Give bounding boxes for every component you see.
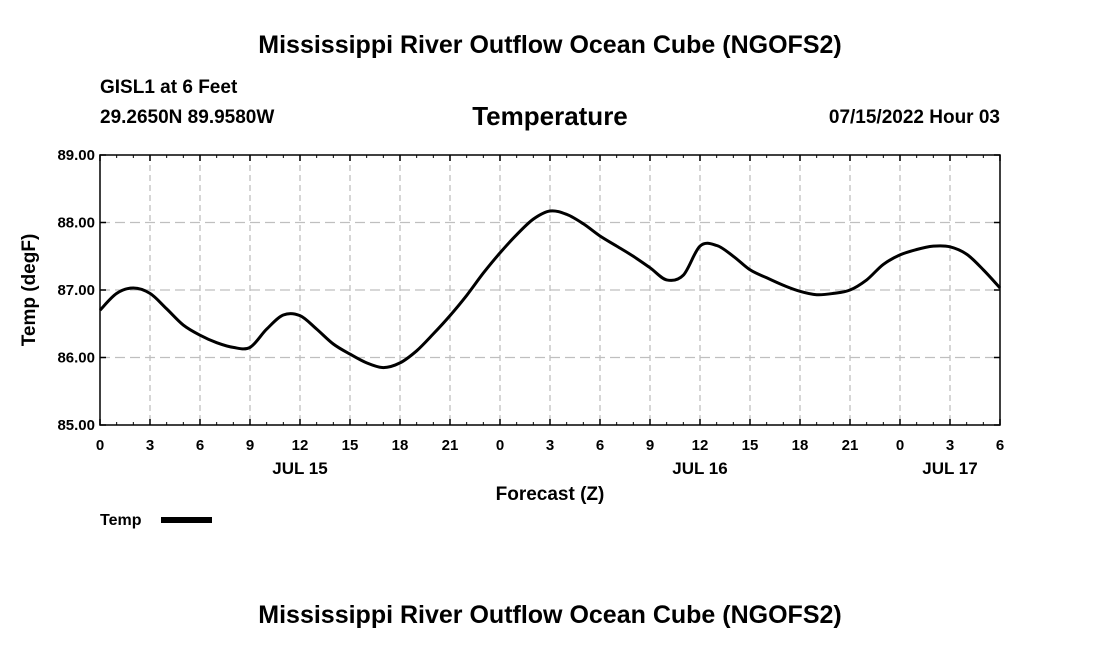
y-tick-label: 87.00	[57, 282, 95, 299]
forecast-timestamp: 07/15/2022 Hour 03	[828, 107, 1000, 128]
station-name: GISL1 at 6 Feet	[100, 77, 238, 98]
chart-title: Temperature	[472, 101, 628, 131]
legend-swatch	[161, 517, 212, 523]
x-tick-label: 15	[342, 437, 359, 454]
x-tick-label: 0	[496, 437, 504, 454]
x-tick-label: 0	[896, 437, 904, 454]
station-coordinates: 29.2650N 89.9580W	[100, 107, 275, 128]
x-tick-label: 3	[546, 437, 554, 454]
y-tick-label: 89.00	[57, 147, 95, 164]
x-tick-label: 15	[742, 437, 759, 454]
y-tick-label: 88.00	[57, 215, 95, 232]
plot-frame	[99, 154, 1001, 426]
x-tick-label: 0	[96, 437, 104, 454]
footer-title: Mississippi River Outflow Ocean Cube (NG…	[258, 601, 842, 629]
x-tick-label: 18	[392, 437, 409, 454]
series-layer	[98, 209, 1002, 370]
x-tick-label: 12	[292, 437, 309, 454]
y-tick-label: 85.00	[57, 417, 95, 434]
x-tick-label: 12	[692, 437, 709, 454]
x-tick-label: 3	[946, 437, 954, 454]
x-tick-label: 6	[196, 437, 204, 454]
x-tick-label: 6	[596, 437, 604, 454]
date-label: JUL 17	[922, 459, 977, 478]
x-tick-label: 9	[646, 437, 654, 454]
x-tick-label: 18	[792, 437, 809, 454]
x-tick-label: 3	[146, 437, 154, 454]
grid-lines	[100, 155, 1000, 425]
x-axis-label: Forecast (Z)	[496, 484, 605, 505]
main-title: Mississippi River Outflow Ocean Cube (NG…	[258, 31, 842, 59]
axes	[99, 154, 1001, 426]
y-axis-label: Temp (degF)	[19, 234, 40, 347]
series-line-temp	[98, 209, 1002, 370]
x-tick-label: 21	[842, 437, 859, 454]
y-tick-label: 86.00	[57, 350, 95, 367]
legend-label: Temp	[100, 512, 142, 529]
date-label: JUL 16	[672, 459, 727, 478]
tick-labels: 0 3 6 9 12 15 18 21 0 3 6 9 12 15 18 21 0 3 6 85.00 86.00 87.…	[57, 147, 1004, 478]
x-tick-label: 9	[246, 437, 254, 454]
date-label: JUL 15	[272, 459, 327, 478]
x-tick-label: 21	[442, 437, 459, 454]
x-tick-label: 6	[996, 437, 1004, 454]
